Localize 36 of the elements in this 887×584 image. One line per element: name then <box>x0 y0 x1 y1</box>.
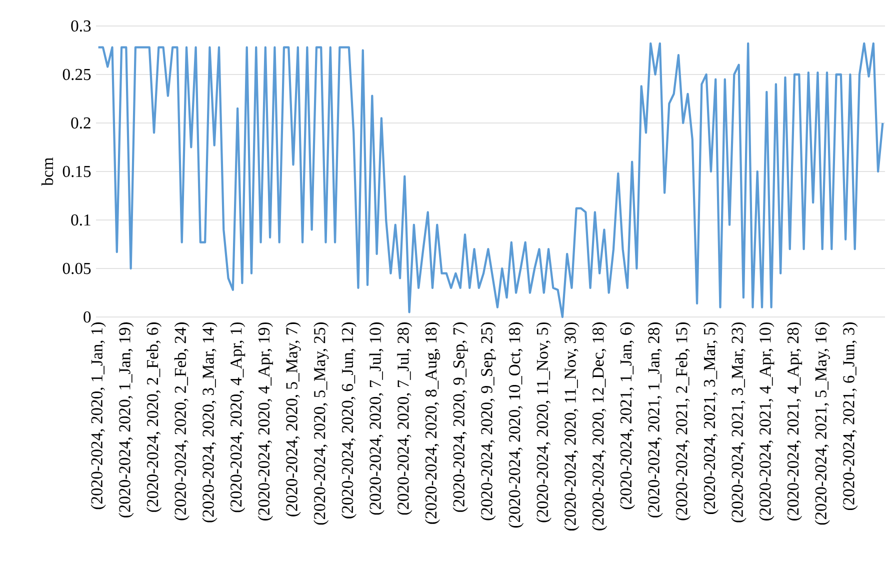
x-tick-label: (2020-2024, 2021, 4_Apr, 10) <box>759 322 774 520</box>
y-tick-label: 0.25 <box>62 68 91 80</box>
x-tick-label: (2020-2024, 2020, 4_Apr, 19) <box>258 322 273 520</box>
x-tick-label: (2020-2024, 2020, 2_Feb, 6) <box>146 322 162 512</box>
x-tick-label: (2020-2024, 2020, 4_Apr, 1) <box>230 322 246 512</box>
y-tick-label: 0.2 <box>71 117 90 129</box>
x-tick-label: (2020-2024, 2021, 1_Jan, 28) <box>648 322 663 518</box>
x-tick-label: (2020-2024, 2020, 12_Dec, 18) <box>592 322 608 530</box>
x-tick-label: (2020-2024, 2020, 6_Jun, 12) <box>341 322 356 518</box>
y-tick-label: 0.05 <box>62 262 91 274</box>
x-tick-label: (2020-2024, 2020, 5_May, 7) <box>286 322 301 516</box>
y-tick-label: 0 <box>84 311 91 323</box>
x-tick-label: (2020-2024, 2020, 10_Oct, 18) <box>508 322 524 528</box>
y-axis-title: bcm <box>41 157 54 186</box>
x-tick-label: (2020-2024, 2020, 9_Sep, 7) <box>452 322 468 512</box>
x-tick-label: (2020-2024, 2021, 1_Jan, 6) <box>620 322 635 510</box>
y-tick-label: 0.1 <box>71 214 90 226</box>
x-tick-label: (2020-2024, 2020, 9_Sep, 25) <box>480 322 496 520</box>
x-tick-label: (2020-2024, 2021, 6_Jun, 3) <box>842 322 858 510</box>
x-tick-label: (2020-2024, 2021, 2_Feb, 15) <box>676 322 691 520</box>
x-tick-label: (2020-2024, 2020, 1_Jan, 19) <box>118 322 134 518</box>
x-tick-label: (2020-2024, 2021, 5_May, 16) <box>814 322 830 525</box>
y-tick-label: 0.3 <box>71 20 91 32</box>
x-tick-label: (2020-2024, 2020, 11_Nov, 5) <box>536 322 552 522</box>
x-tick-label: (2020-2024, 2021, 4_Apr, 28) <box>786 322 802 520</box>
x-tick-label: (2020-2024, 2020, 7_Jul, 28) <box>397 322 412 515</box>
x-tick-label: (2020-2024, 2020, 5_May, 25) <box>314 322 329 525</box>
x-tick-label: (2020-2024, 2021, 3_Mar, 5) <box>703 322 718 514</box>
x-tick-label: (2020-2024, 2020, 1_Jan, 1) <box>90 322 106 510</box>
x-tick-label: (2020-2024, 2020, 2_Feb, 24) <box>174 322 190 520</box>
x-tick-label: (2020-2024, 2020, 11_Nov, 30) <box>564 322 580 530</box>
x-tick-label: (2020-2024, 2021, 3_Mar, 23) <box>731 322 746 522</box>
x-tick-label: (2020-2024, 2020, 8_Aug, 18) <box>424 322 440 524</box>
y-tick-label: 0.15 <box>62 166 91 178</box>
x-tick-label: (2020-2024, 2020, 3_Mar, 14) <box>202 322 218 522</box>
x-tick-label: (2020-2024, 2020, 7_Jul, 10) <box>369 322 384 515</box>
